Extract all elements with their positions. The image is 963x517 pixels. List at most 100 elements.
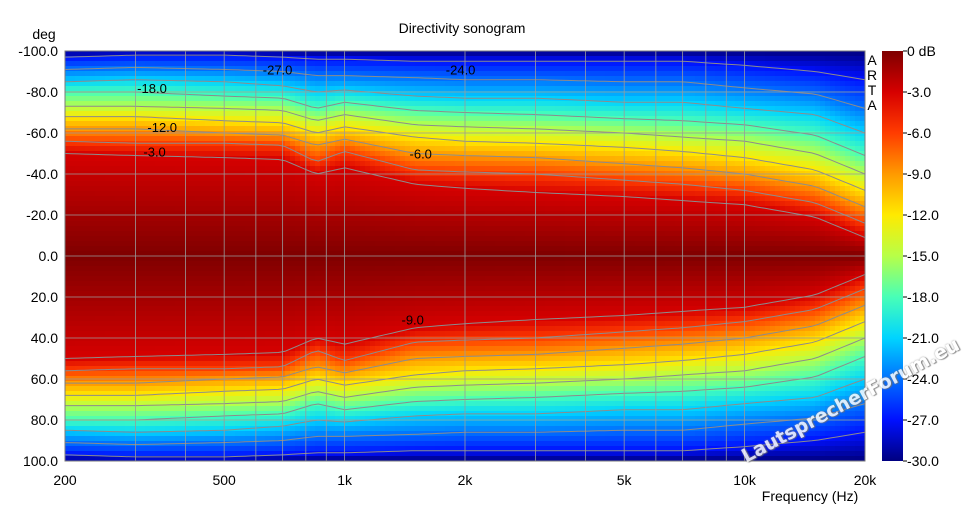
heatmap-cell [220, 301, 226, 307]
heatmap-cell [355, 81, 361, 87]
heatmap-cell [80, 236, 86, 242]
heatmap-cell [190, 236, 196, 242]
heatmap-cell [225, 371, 231, 377]
heatmap-cell [355, 426, 361, 432]
heatmap-cell [185, 156, 191, 162]
heatmap-cell [65, 411, 71, 417]
heatmap-cell [150, 246, 156, 252]
heatmap-cell [270, 201, 276, 207]
heatmap-cell [310, 396, 316, 402]
heatmap-cell [335, 241, 341, 247]
heatmap-cell [150, 131, 156, 137]
heatmap-cell [70, 226, 76, 232]
heatmap-cell [305, 196, 311, 202]
heatmap-cell [260, 256, 266, 262]
heatmap-cell [185, 201, 191, 207]
heatmap-cell [245, 446, 251, 452]
heatmap-cell [235, 281, 241, 287]
heatmap-cell [90, 231, 96, 237]
heatmap-cell [265, 211, 271, 217]
heatmap-cell [305, 161, 311, 167]
heatmap-cell [360, 311, 366, 317]
heatmap-cell [185, 426, 191, 432]
heatmap-cell [350, 311, 356, 317]
heatmap-cell [155, 346, 161, 352]
heatmap-cell [155, 296, 161, 302]
heatmap-cell [115, 356, 121, 362]
heatmap-cell [305, 321, 311, 327]
heatmap-cell [290, 306, 296, 312]
heatmap-cell [355, 106, 361, 112]
heatmap-cell [365, 176, 371, 182]
heatmap-cell [65, 301, 71, 307]
heatmap-cell [95, 416, 101, 422]
heatmap-cell [215, 416, 221, 422]
heatmap-cell [305, 371, 311, 377]
heatmap-cell [260, 341, 266, 347]
heatmap-cell [340, 126, 346, 132]
heatmap-cell [140, 116, 146, 122]
heatmap-cell [170, 356, 176, 362]
heatmap-cell [270, 246, 276, 252]
heatmap-cell [145, 51, 151, 57]
heatmap-cell [130, 96, 136, 102]
heatmap-cell [215, 86, 221, 92]
heatmap-cell [365, 276, 371, 282]
heatmap-cell [295, 226, 301, 232]
heatmap-cell [305, 291, 311, 297]
heatmap-cell [300, 191, 306, 197]
heatmap-cell [140, 146, 146, 152]
heatmap-cell [350, 191, 356, 197]
heatmap-cell [320, 286, 326, 292]
heatmap-cell [100, 221, 106, 227]
heatmap-cell [195, 181, 201, 187]
heatmap-cell [160, 386, 166, 392]
heatmap-cell [190, 261, 196, 267]
heatmap-cell [270, 166, 276, 172]
heatmap-cell [105, 51, 111, 57]
heatmap-cell [260, 226, 266, 232]
heatmap-cell [350, 61, 356, 67]
heatmap-cell [355, 196, 361, 202]
heatmap-cell [190, 346, 196, 352]
heatmap-cell [150, 291, 156, 297]
heatmap-cell [350, 321, 356, 327]
heatmap-cell [315, 156, 321, 162]
heatmap-cell [75, 246, 81, 252]
heatmap-cell [325, 316, 331, 322]
heatmap-cell [190, 206, 196, 212]
heatmap-cell [315, 111, 321, 117]
heatmap-cell [270, 421, 276, 427]
heatmap-cell [85, 201, 91, 207]
heatmap-cell [215, 291, 221, 297]
heatmap-cell [250, 211, 256, 217]
heatmap-cell [120, 351, 126, 357]
heatmap-cell [270, 271, 276, 277]
heatmap-cell [85, 191, 91, 197]
heatmap-cell [240, 366, 246, 372]
heatmap-cell [225, 381, 231, 387]
heatmap-cell [300, 326, 306, 332]
heatmap-cell [295, 246, 301, 252]
heatmap-cell [165, 186, 171, 192]
heatmap-cell [235, 396, 241, 402]
heatmap-cell [345, 451, 351, 457]
heatmap-cell [285, 281, 291, 287]
heatmap-cell [135, 346, 141, 352]
heatmap-cell [170, 101, 176, 107]
heatmap-cell [365, 216, 371, 222]
heatmap-cell [255, 231, 261, 237]
heatmap-cell [110, 301, 116, 307]
heatmap-cell [320, 276, 326, 282]
heatmap-cell [265, 416, 271, 422]
heatmap-cell [145, 321, 151, 327]
heatmap-cell [80, 361, 86, 367]
heatmap-cell [80, 261, 86, 267]
heatmap-cell [95, 381, 101, 387]
heatmap-cell [205, 206, 211, 212]
heatmap-cell [245, 406, 251, 412]
heatmap-cell [190, 106, 196, 112]
heatmap-cell [310, 361, 316, 367]
heatmap-cell [185, 71, 191, 77]
heatmap-cell [80, 301, 86, 307]
